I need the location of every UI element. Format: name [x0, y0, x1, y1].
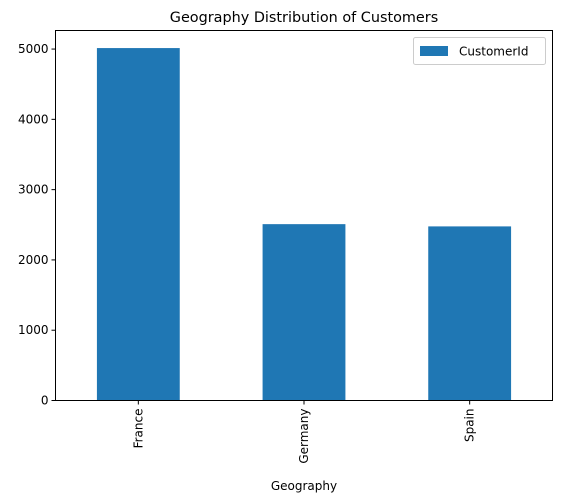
y-tick-label: 4000 [18, 112, 49, 126]
legend-swatch [420, 46, 448, 56]
chart-title: Geography Distribution of Customers [170, 10, 438, 26]
x-tick-label: France [131, 409, 145, 449]
legend-label: CustomerId [459, 45, 528, 59]
y-tick-label: 3000 [18, 183, 49, 197]
x-axis-label: Geography [271, 479, 337, 493]
y-tick-label: 2000 [18, 253, 49, 267]
bars-group [96, 48, 512, 401]
y-tick-label: 1000 [18, 323, 49, 337]
bar-spain [428, 226, 512, 401]
y-tick-label: 5000 [18, 42, 49, 56]
y-tick-label: 0 [41, 394, 49, 408]
legend-box [413, 37, 546, 65]
x-axis: France Germany Spain [131, 400, 477, 464]
bar-germany [262, 224, 346, 401]
x-tick-label: Germany [297, 409, 311, 464]
y-axis: 0 1000 2000 3000 4000 5000 [18, 42, 56, 408]
legend: CustomerId [413, 37, 546, 65]
bar-france [96, 48, 180, 401]
x-tick-label: Spain [463, 409, 477, 443]
